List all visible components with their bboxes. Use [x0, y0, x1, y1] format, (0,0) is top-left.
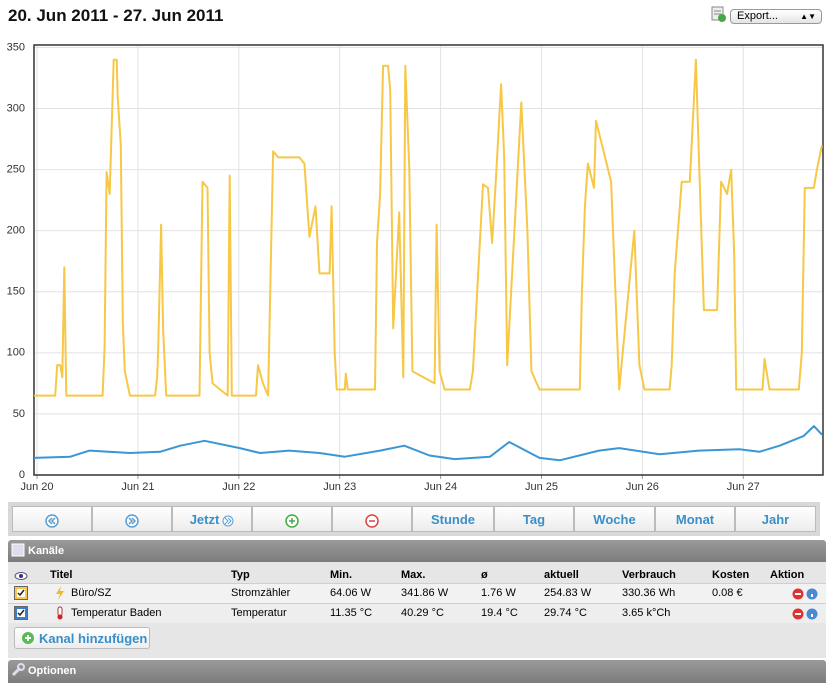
add-channel-label: Kanal hinzufügen — [39, 631, 148, 646]
table-cell: 0.08 € — [712, 587, 743, 599]
channel-checkbox[interactable] — [14, 586, 28, 600]
channels-icon — [11, 543, 25, 557]
x-tick-label: Jun 21 — [121, 481, 154, 493]
table-row: Büro/SZ Stromzähler 64.06 W 341.86 W 1.76 W 2… — [8, 583, 826, 603]
channel-checkbox[interactable] — [14, 606, 28, 620]
plot-border — [33, 44, 824, 476]
x-tick-label: Jun 20 — [21, 481, 54, 493]
column-header: Min. — [330, 569, 352, 581]
nav-button[interactable]: Jetzt — [172, 506, 252, 532]
nav-icon — [45, 513, 59, 528]
plot-area — [34, 45, 823, 475]
column-header: Aktion — [770, 569, 805, 581]
y-tick-label: 100 — [7, 347, 25, 359]
channel-icon — [56, 586, 64, 600]
export-icon[interactable] — [710, 5, 726, 23]
x-tick-label: Jun 23 — [323, 481, 356, 493]
add-channel-button[interactable]: Kanal hinzufügen — [14, 627, 150, 649]
nav-button[interactable]: Stunde — [412, 506, 494, 532]
table-cell: 40.29 °C — [401, 607, 444, 619]
x-tick-label: Jun 27 — [727, 481, 760, 493]
data-line — [33, 425, 823, 462]
x-tick-label: Jun 26 — [626, 481, 659, 493]
nav-icon — [222, 515, 234, 527]
channel-icon — [57, 606, 63, 620]
y-tick-label: 150 — [7, 286, 25, 298]
nav-button[interactable] — [332, 506, 412, 532]
table-cell: Büro/SZ — [71, 587, 112, 599]
table-cell: 19.4 °C — [481, 607, 518, 619]
column-header: Typ — [231, 569, 250, 581]
visibility-icon — [14, 572, 28, 580]
table-cell: 29.74 °C — [544, 607, 587, 619]
channels-header: Kanäle — [8, 540, 826, 562]
nav-label: Jetzt — [189, 512, 220, 527]
nav-button[interactable] — [92, 506, 172, 532]
nav-icon — [365, 513, 379, 528]
x-tick-label: Jun 25 — [525, 481, 558, 493]
navigation-bar: Jetzt Stunde Tag Woche Monat Jahr — [8, 502, 820, 536]
nav-button[interactable] — [252, 506, 332, 532]
y-tick-label: 350 — [7, 41, 25, 53]
add-icon — [22, 632, 34, 644]
options-header: Optionen — [8, 660, 826, 683]
row-actions[interactable] — [792, 587, 822, 601]
nav-icon — [125, 513, 139, 528]
page-title: 20. Jun 2011 - 27. Jun 2011 — [8, 6, 224, 25]
table-cell: 254.83 W — [544, 587, 592, 599]
column-header: Verbrauch — [622, 569, 676, 581]
y-tick-label: 300 — [7, 102, 25, 114]
nav-icon — [285, 513, 299, 528]
table-cell: 330.36 Wh — [622, 587, 676, 599]
y-tick-label: 0 — [19, 469, 25, 481]
column-header: ø — [481, 569, 488, 581]
data-line — [34, 58, 823, 397]
nav-button[interactable]: Tag — [494, 506, 574, 532]
table-cell: 3.65 k°Ch — [622, 607, 671, 619]
table-cell: 11.35 °C — [330, 607, 373, 619]
x-tick-label: Jun 24 — [424, 481, 457, 493]
row-actions[interactable] — [792, 607, 822, 621]
table-cell: Stromzähler — [231, 587, 291, 599]
nav-button[interactable]: Jahr — [735, 506, 816, 532]
column-header: Max. — [401, 569, 426, 581]
nav-button[interactable]: Monat — [655, 506, 735, 532]
channels-title: Kanäle — [28, 545, 65, 557]
table-cell: 341.86 W — [401, 587, 449, 599]
y-tick-label: 250 — [7, 164, 25, 176]
table-cell: 1.76 W — [481, 587, 516, 599]
table-row: Temperatur Baden Temperatur 11.35 °C 40.29 … — [8, 603, 826, 623]
y-tick-label: 200 — [7, 225, 25, 237]
export-select[interactable]: Export... ▲▼ — [730, 9, 822, 24]
column-header: aktuell — [544, 569, 579, 581]
options-icon — [11, 663, 25, 677]
select-arrow: ▲▼ — [800, 12, 816, 21]
column-header: Kosten — [712, 569, 750, 581]
options-title: Optionen — [28, 665, 77, 677]
chart: 0 50 100 150 200 250 300 350 Jun 20 Jun 21 Jun 22 J… — [7, 41, 824, 493]
table-cell: 64.06 W — [330, 587, 371, 599]
y-tick-label: 50 — [13, 408, 25, 420]
x-tick-label: Jun 22 — [222, 481, 255, 493]
export-label: Export... — [737, 10, 778, 22]
table-cell: Temperatur Baden — [71, 607, 162, 619]
column-header: Titel — [50, 569, 73, 581]
table-cell: Temperatur — [231, 607, 287, 619]
nav-button[interactable] — [12, 506, 92, 532]
nav-button[interactable]: Woche — [574, 506, 655, 532]
